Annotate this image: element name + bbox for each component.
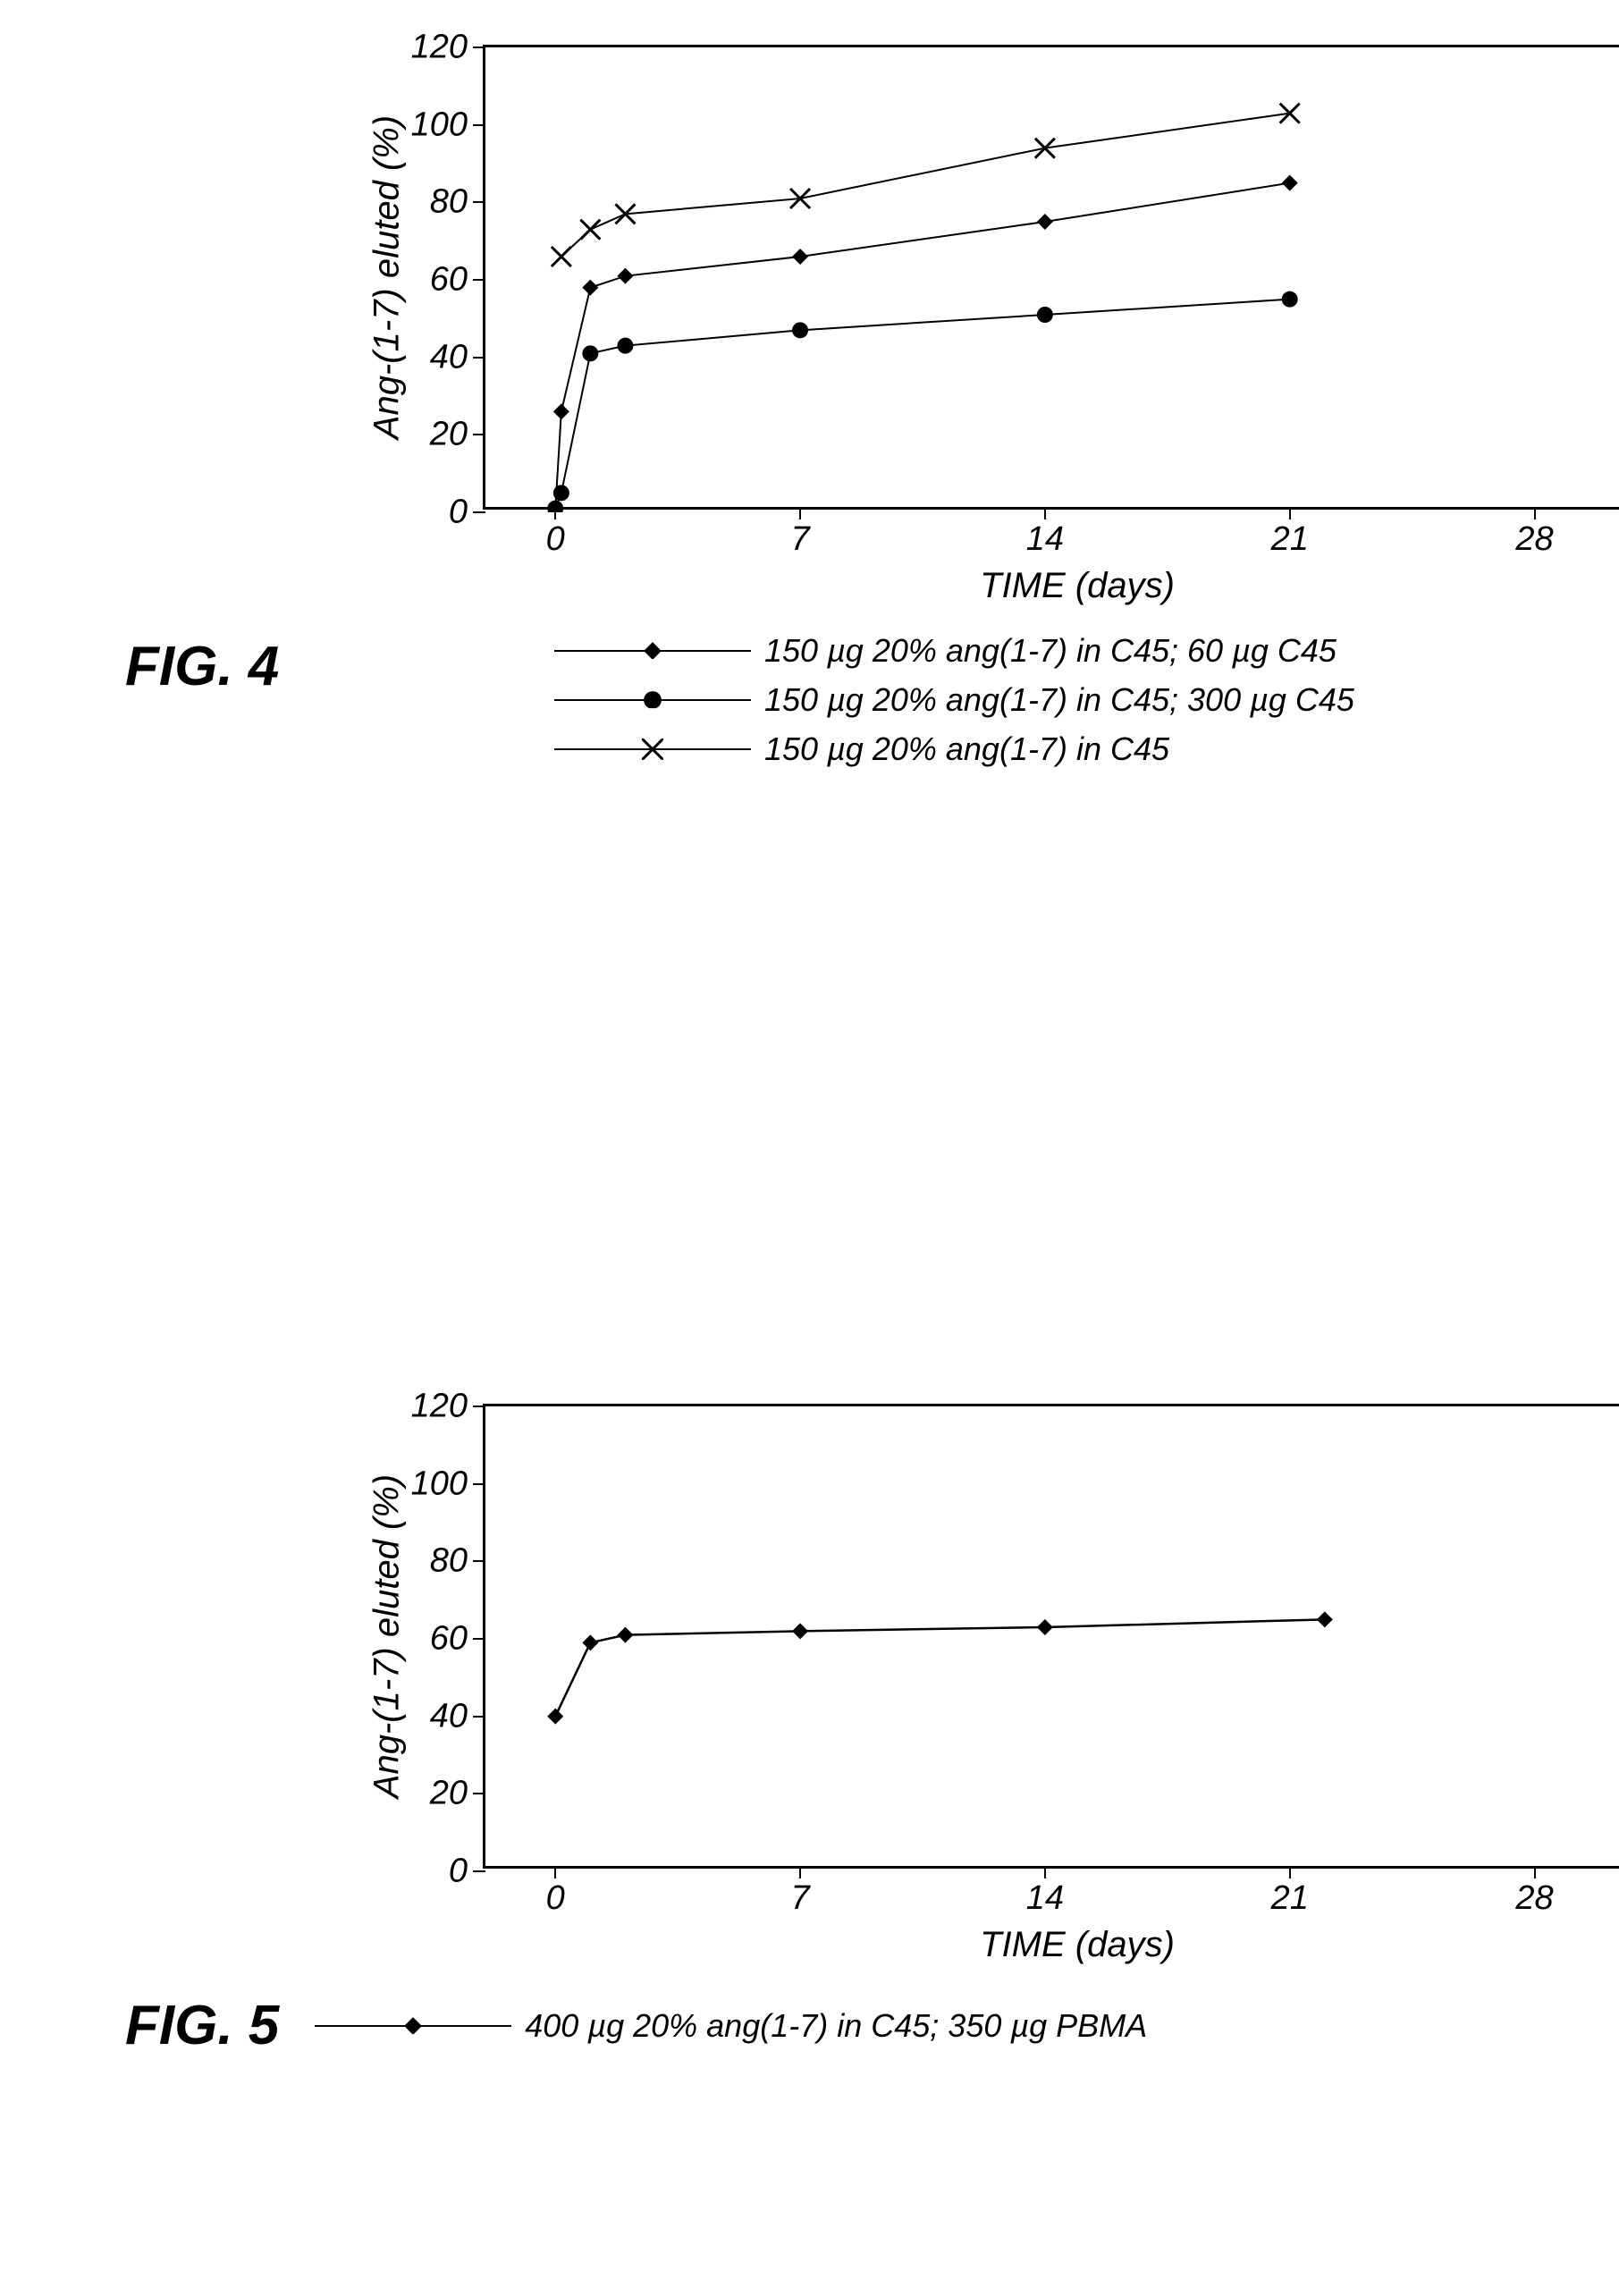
y-tick-label: 80 [430, 183, 468, 222]
y-tick-mark [473, 46, 485, 48]
x-tick-label: 0 [546, 1879, 565, 1918]
x-tick-label: 21 [1271, 520, 1309, 559]
legend-label: 150 µg 20% ang(1-7) in C45; 60 µg C45 [764, 632, 1337, 670]
legend-line [554, 724, 751, 773]
legend-item: 150 µg 20% ang(1-7) in C45; 300 µg C45 [554, 675, 1354, 724]
y-tick-mark [473, 1870, 485, 1872]
x-tick-label: 7 [790, 520, 809, 559]
figure-caption: FIG. 5 [125, 1994, 279, 2057]
y-tick-mark [473, 279, 485, 281]
y-tick-label: 60 [430, 1620, 468, 1659]
y-tick-mark [473, 1793, 485, 1794]
y-tick-label: 0 [449, 494, 468, 532]
diamond-marker [582, 1634, 598, 1650]
series-line [555, 1619, 1325, 1716]
legend-label: 150 µg 20% ang(1-7) in C45 [764, 730, 1169, 768]
y-tick-label: 20 [430, 416, 468, 454]
legend-line [554, 675, 751, 724]
y-tick-mark [473, 1405, 485, 1407]
diamond-marker [582, 280, 598, 296]
y-tick-label: 120 [411, 1388, 468, 1426]
y-tick-label: 60 [430, 261, 468, 300]
y-tick-mark [473, 357, 485, 359]
legend-item: 150 µg 20% ang(1-7) in C45; 60 µg C45 [554, 626, 1354, 675]
x-tick-label: 0 [546, 520, 565, 559]
legend-line [554, 626, 751, 675]
diamond-marker [1037, 214, 1053, 230]
y-tick-mark [473, 1716, 485, 1718]
y-tick-label: 40 [430, 1697, 468, 1735]
diamond-marker [1282, 175, 1298, 191]
x-tick-label: 28 [1515, 520, 1553, 559]
circle-marker [553, 485, 569, 501]
fig5-block: 02040608010012007142128Ang-(1-7) eluted … [125, 1404, 1493, 1869]
caption-row: FIG. 5 400 µg 20% ang(1-7) in C45; 350 µg… [125, 1994, 1147, 2057]
series-line [561, 114, 1290, 257]
figure-caption: FIG. 4 [125, 635, 279, 698]
diamond-marker [792, 249, 808, 265]
y-tick-label: 80 [430, 1542, 468, 1581]
diamond-marker [553, 403, 569, 419]
legend-label: 400 µg 20% ang(1-7) in C45; 350 µg PBMA [525, 2007, 1147, 2045]
x-tick-label: 28 [1515, 1879, 1553, 1918]
fig4-block: 02040608010012007142128Ang-(1-7) eluted … [125, 45, 1493, 510]
diamond-marker [792, 1623, 808, 1639]
y-tick-label: 100 [411, 106, 468, 144]
legend-item: 150 µg 20% ang(1-7) in C45 [554, 724, 1354, 773]
y-tick-mark [473, 1560, 485, 1562]
x-tick-label: 14 [1026, 1879, 1064, 1918]
circle-marker [617, 338, 633, 354]
legend: 150 µg 20% ang(1-7) in C45; 60 µg C45 150… [554, 626, 1354, 773]
legend-line [315, 2008, 511, 2044]
diamond-marker [617, 268, 633, 284]
y-tick-label: 100 [411, 1465, 468, 1503]
y-tick-mark [473, 511, 485, 513]
y-axis-label: Ang-(1-7) eluted (%) [367, 115, 408, 439]
x-tick-label: 21 [1271, 1879, 1309, 1918]
y-tick-label: 20 [430, 1775, 468, 1813]
y-tick-label: 120 [411, 29, 468, 67]
x-axis-label: TIME (days) [980, 566, 1175, 606]
diamond-marker [547, 1709, 563, 1725]
plot-frame: 02040608010012007142128Ang-(1-7) eluted … [483, 1404, 1619, 1869]
circle-marker [792, 322, 808, 338]
y-axis-label: Ang-(1-7) eluted (%) [367, 1474, 408, 1798]
y-tick-mark [473, 1638, 485, 1640]
diamond-marker [1317, 1611, 1333, 1627]
y-tick-mark [473, 124, 485, 126]
plot-frame: 02040608010012007142128Ang-(1-7) eluted … [483, 45, 1619, 510]
legend-label: 150 µg 20% ang(1-7) in C45; 300 µg C45 [764, 681, 1354, 719]
x-axis-label: TIME (days) [980, 1925, 1175, 1965]
circle-marker [1037, 307, 1053, 323]
circle-marker [1282, 291, 1298, 308]
diamond-marker [1037, 1619, 1053, 1635]
x-tick-label: 14 [1026, 520, 1064, 559]
circle-marker [582, 345, 598, 361]
x-tick-label: 7 [790, 1879, 809, 1918]
series-line [555, 183, 1289, 509]
y-tick-mark [473, 201, 485, 203]
circle-marker [547, 501, 563, 512]
y-tick-mark [473, 1483, 485, 1485]
y-tick-label: 0 [449, 1853, 468, 1891]
diamond-marker [617, 1627, 633, 1643]
y-tick-mark [473, 434, 485, 435]
series-line [555, 300, 1289, 509]
y-tick-label: 40 [430, 338, 468, 376]
